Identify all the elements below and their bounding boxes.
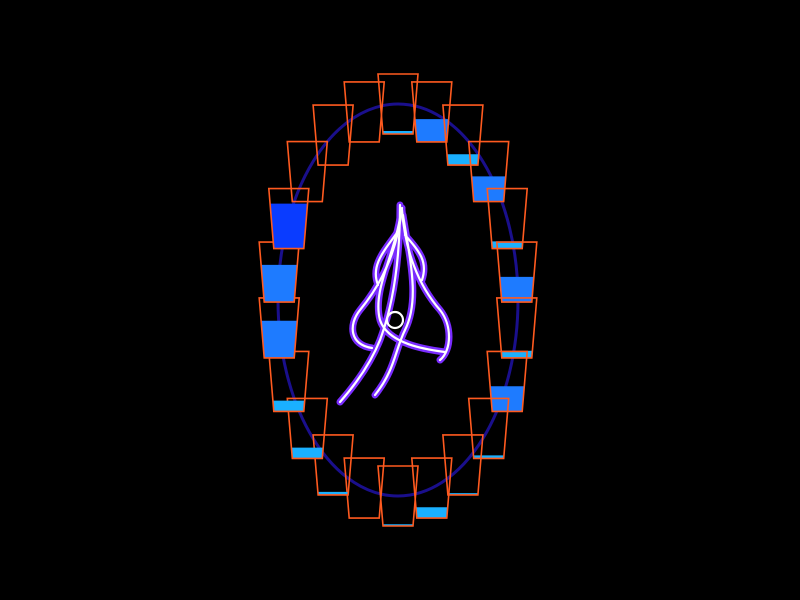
cup-liquid [414, 119, 449, 142]
cup-liquid [447, 154, 479, 166]
cup-outline [377, 465, 419, 527]
cup[interactable] [267, 187, 310, 250]
cup-outline [267, 187, 310, 250]
cup-outline [343, 81, 386, 143]
cup-liquid [491, 241, 523, 249]
cup-outline [286, 140, 329, 203]
cup-outline [442, 434, 484, 496]
cup-liquid [499, 276, 534, 303]
cup-liquid [270, 203, 308, 249]
cup-ring [258, 73, 538, 527]
water-jet-icon[interactable] [336, 201, 453, 406]
cup[interactable] [495, 241, 538, 303]
cup-outline [442, 104, 484, 166]
cup-liquid [501, 350, 533, 358]
cup-liquid [291, 447, 324, 459]
cup[interactable] [377, 465, 419, 527]
cup-outline [495, 297, 538, 359]
fountain-droplet [385, 310, 405, 330]
cup[interactable] [343, 81, 386, 143]
cup[interactable] [312, 104, 354, 166]
cup-outline [467, 140, 510, 203]
cup[interactable] [286, 140, 329, 203]
cup-liquid [261, 264, 298, 303]
cup-liquid [261, 320, 298, 358]
cup[interactable] [343, 457, 386, 519]
cup-outline [486, 350, 529, 413]
cup-outline [410, 81, 453, 143]
cup-outline [495, 241, 538, 303]
cup-outline [343, 457, 386, 519]
fountain-core [338, 203, 451, 404]
cup[interactable] [410, 81, 453, 143]
cup-outline [312, 104, 354, 166]
cup[interactable] [442, 434, 484, 496]
cup-outline [286, 397, 329, 460]
cup-outline [312, 434, 354, 496]
cup[interactable] [495, 297, 538, 359]
cup[interactable] [286, 397, 329, 460]
cup-liquid [415, 507, 448, 519]
cup[interactable] [312, 434, 354, 496]
cup-liquid [272, 400, 305, 412]
cup[interactable] [486, 187, 529, 250]
cup-outline [486, 187, 529, 250]
cup-outline [467, 397, 510, 460]
